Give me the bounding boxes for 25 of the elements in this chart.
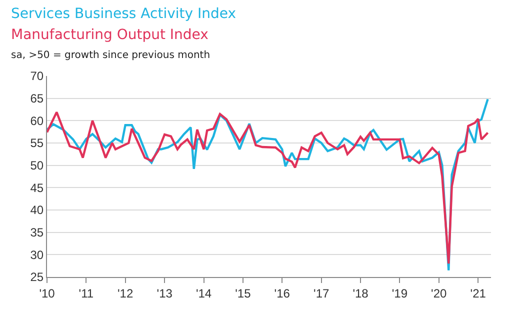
x-tick-label: '18 <box>352 286 369 300</box>
text: Services Business Activity Index <box>11 6 236 22</box>
x-tick-label: '16 <box>274 286 290 300</box>
x-tick-label: '10 <box>39 286 56 300</box>
y-tick-label: 40 <box>30 203 44 218</box>
x-tick-label: '13 <box>156 286 173 300</box>
y-tick-label: 35 <box>30 226 44 240</box>
x-tick-label: '19 <box>392 286 408 300</box>
y-tick-label: 25 <box>30 270 44 284</box>
y-tick-label: 70 <box>30 69 44 84</box>
x-tick-label: '15 <box>235 286 252 300</box>
y-tick-label: 60 <box>30 114 44 128</box>
chart-subtitle: sa, >50 = growth since previous month <box>11 50 210 61</box>
x-tick-label: '11 <box>78 286 94 300</box>
y-tick-label: 65 <box>30 92 44 106</box>
y-tick-label: 55 <box>30 136 44 150</box>
y-tick-label: 50 <box>30 158 44 173</box>
text: Manufacturing Output Index <box>11 27 208 43</box>
x-tick-label: '20 <box>431 286 447 300</box>
x-tick-label: '21 <box>470 286 486 300</box>
y-tick-label: 45 <box>30 180 44 195</box>
x-tick-label: '12 <box>118 286 134 300</box>
x-tick-label: '14 <box>196 286 212 300</box>
y-tick-label: 30 <box>30 248 44 262</box>
x-tick-label: '17 <box>314 286 330 300</box>
